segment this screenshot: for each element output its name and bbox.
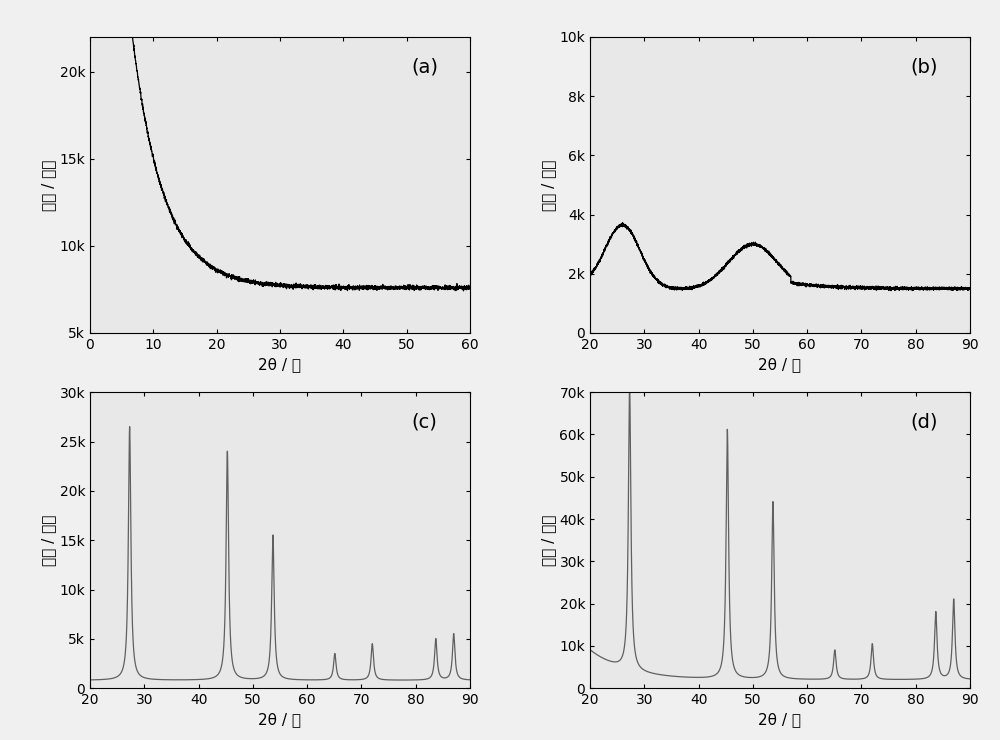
Text: (b): (b) [911, 58, 938, 77]
Y-axis label: 强度 / 计数: 强度 / 计数 [42, 514, 57, 566]
X-axis label: 2θ / 度: 2θ / 度 [759, 713, 802, 727]
Text: (a): (a) [411, 58, 438, 77]
Y-axis label: 强度 / 计数: 强度 / 计数 [542, 514, 557, 566]
Y-axis label: 强度 / 计数: 强度 / 计数 [42, 159, 57, 211]
Y-axis label: 强度 / 计数: 强度 / 计数 [542, 159, 557, 211]
X-axis label: 2θ / 度: 2θ / 度 [258, 357, 302, 372]
X-axis label: 2θ / 度: 2θ / 度 [759, 357, 802, 372]
Text: (c): (c) [411, 413, 437, 432]
X-axis label: 2θ / 度: 2θ / 度 [258, 713, 302, 727]
Text: (d): (d) [911, 413, 938, 432]
